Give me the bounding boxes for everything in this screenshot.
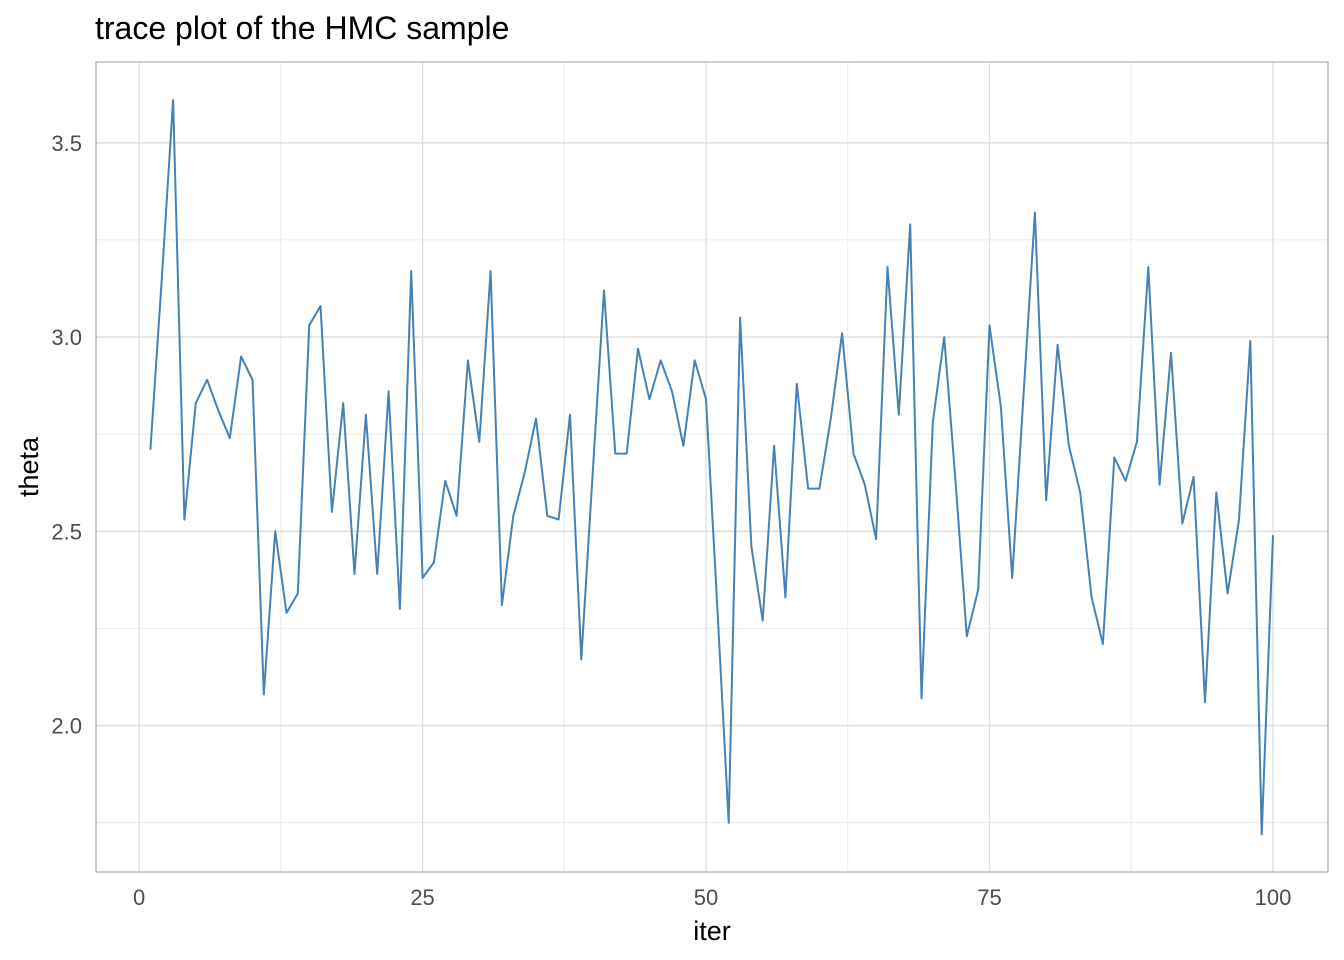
x-tick-label: 0 — [133, 885, 145, 910]
y-tick-label: 3.5 — [51, 131, 82, 156]
x-tick-label: 75 — [977, 885, 1001, 910]
grid-lines — [96, 62, 1328, 872]
x-axis-label: iter — [693, 916, 731, 946]
x-tick-label: 100 — [1255, 885, 1292, 910]
y-tick-label: 3.0 — [51, 325, 82, 350]
y-axis-label: theta — [14, 436, 44, 497]
x-tick-label: 50 — [694, 885, 718, 910]
x-axis-ticks: 0 25 50 75 100 — [133, 885, 1291, 910]
trace-line — [149, 99, 1274, 836]
y-tick-label: 2.0 — [51, 714, 82, 739]
panel-border — [95, 61, 1329, 873]
chart-title: trace plot of the HMC sample — [95, 10, 510, 46]
x-tick-label: 25 — [410, 885, 434, 910]
y-axis-ticks: 2.0 2.5 3.0 3.5 — [51, 131, 82, 739]
y-tick-label: 2.5 — [51, 519, 82, 544]
